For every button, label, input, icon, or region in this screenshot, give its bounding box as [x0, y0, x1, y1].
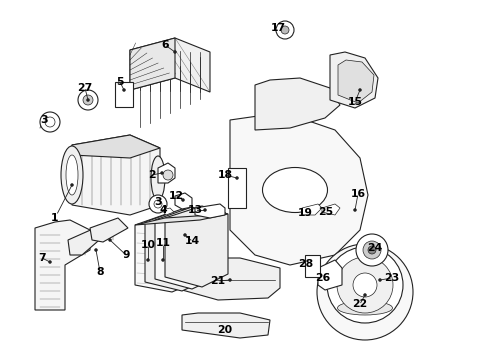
Text: 20: 20 [218, 325, 233, 335]
Polygon shape [255, 78, 340, 130]
Ellipse shape [151, 156, 165, 200]
Polygon shape [338, 60, 374, 103]
Text: 4: 4 [159, 205, 167, 215]
Polygon shape [330, 52, 378, 108]
Ellipse shape [61, 146, 83, 204]
Text: 2: 2 [148, 170, 156, 180]
Circle shape [337, 257, 393, 313]
Ellipse shape [66, 155, 78, 195]
Text: 27: 27 [77, 83, 93, 93]
Polygon shape [175, 193, 192, 209]
Ellipse shape [338, 301, 392, 315]
Circle shape [364, 293, 367, 297]
Circle shape [71, 184, 73, 186]
Text: 10: 10 [141, 240, 155, 250]
Circle shape [173, 50, 176, 54]
Circle shape [356, 234, 388, 266]
Circle shape [147, 258, 149, 261]
Bar [305, 255, 320, 277]
Polygon shape [68, 228, 105, 255]
Circle shape [359, 89, 362, 91]
Text: 13: 13 [188, 205, 202, 215]
Polygon shape [130, 38, 175, 90]
Circle shape [122, 89, 125, 91]
Circle shape [149, 195, 167, 213]
Polygon shape [302, 204, 322, 215]
Polygon shape [165, 206, 228, 287]
Polygon shape [318, 260, 342, 290]
Text: 11: 11 [155, 238, 171, 248]
Text: 7: 7 [38, 253, 46, 263]
Text: 1: 1 [51, 213, 59, 223]
Text: 3: 3 [154, 197, 162, 207]
Text: 16: 16 [350, 189, 366, 199]
Text: 8: 8 [96, 267, 104, 277]
Circle shape [108, 238, 112, 242]
Text: 15: 15 [347, 97, 363, 107]
Bar [115, 82, 133, 107]
Text: 21: 21 [210, 276, 225, 286]
Polygon shape [162, 208, 174, 215]
Circle shape [378, 279, 382, 282]
Polygon shape [135, 214, 228, 225]
Polygon shape [195, 204, 225, 218]
Text: 22: 22 [352, 299, 368, 309]
Text: 18: 18 [218, 170, 232, 180]
Circle shape [154, 200, 162, 208]
Polygon shape [230, 115, 368, 265]
Circle shape [236, 176, 239, 180]
Circle shape [95, 248, 98, 252]
Bar [228, 168, 246, 208]
Circle shape [87, 99, 90, 102]
Polygon shape [72, 135, 160, 215]
Circle shape [163, 170, 173, 180]
Circle shape [40, 112, 60, 132]
Circle shape [203, 208, 206, 211]
Text: 14: 14 [184, 236, 199, 246]
Circle shape [161, 171, 164, 175]
Text: 26: 26 [316, 273, 331, 283]
Circle shape [162, 258, 165, 261]
Circle shape [276, 21, 294, 39]
Text: 5: 5 [116, 77, 124, 87]
Circle shape [181, 198, 185, 202]
Polygon shape [182, 313, 270, 338]
Text: 6: 6 [161, 40, 169, 50]
Polygon shape [175, 258, 280, 300]
Text: 28: 28 [298, 259, 314, 269]
Polygon shape [322, 204, 340, 215]
Circle shape [327, 247, 403, 323]
Polygon shape [158, 163, 175, 183]
Circle shape [49, 261, 51, 264]
Polygon shape [130, 38, 210, 92]
Text: 19: 19 [297, 208, 313, 218]
Polygon shape [135, 212, 200, 292]
Text: 3: 3 [40, 115, 48, 125]
Polygon shape [35, 220, 90, 310]
Text: 24: 24 [368, 243, 383, 253]
Polygon shape [90, 218, 128, 242]
Ellipse shape [263, 167, 327, 212]
Text: 25: 25 [318, 207, 334, 217]
Circle shape [281, 26, 289, 34]
Circle shape [363, 241, 381, 259]
Circle shape [368, 246, 376, 254]
Circle shape [45, 117, 55, 127]
Polygon shape [145, 209, 210, 291]
Circle shape [353, 208, 357, 211]
Circle shape [78, 90, 98, 110]
Circle shape [83, 95, 93, 105]
Circle shape [353, 273, 377, 297]
Circle shape [228, 279, 231, 282]
Circle shape [317, 244, 413, 340]
Polygon shape [155, 207, 220, 289]
Text: 12: 12 [169, 191, 184, 201]
Circle shape [183, 234, 187, 237]
Text: 9: 9 [122, 250, 130, 260]
Text: 17: 17 [270, 23, 286, 33]
Text: 23: 23 [384, 273, 400, 283]
Polygon shape [72, 135, 160, 158]
